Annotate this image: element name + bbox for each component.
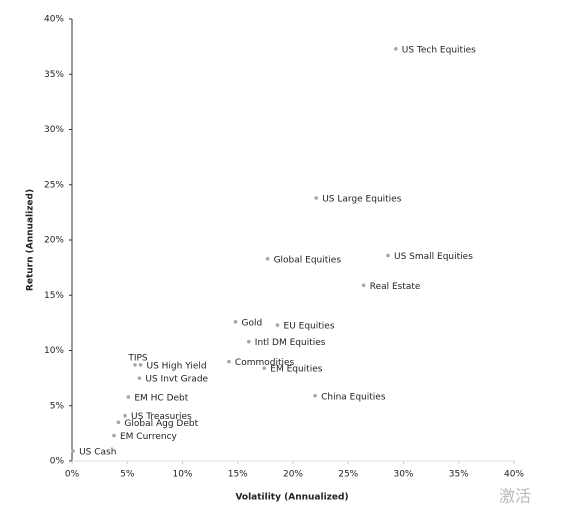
y-tick-label: 10% — [44, 346, 64, 356]
point-label: Gold — [242, 318, 263, 328]
point-label: Commodities — [235, 358, 295, 368]
point-label: US Large Equities — [322, 195, 402, 205]
x-tick-label: 30% — [393, 470, 413, 480]
point-label: EU Equities — [284, 322, 335, 332]
y-axis-title: Return (Annualized) — [26, 189, 36, 291]
point-label: EM HC Debt — [134, 393, 188, 403]
point-label: EM Equities — [270, 365, 322, 375]
point-label: Global Agg Debt — [124, 419, 198, 429]
point-label: US Small Equities — [394, 252, 473, 262]
point — [116, 420, 121, 425]
x-tick-label: 25% — [338, 470, 358, 480]
point — [314, 196, 319, 200]
point — [393, 47, 398, 51]
point — [123, 413, 127, 418]
point-label: China Equities — [321, 392, 386, 402]
point — [275, 323, 280, 327]
point — [71, 449, 75, 453]
x-tick-label: 5% — [120, 470, 135, 480]
point — [227, 359, 231, 364]
y-tick-label: 5% — [50, 401, 65, 411]
point — [265, 256, 270, 261]
y-tick-label: 30% — [44, 125, 64, 135]
x-tick-label: 0% — [65, 470, 80, 480]
point — [247, 339, 251, 344]
point-label: US Cash — [79, 448, 116, 458]
point-label: US Tech Equities — [402, 45, 476, 55]
watermark: 激活 — [499, 487, 531, 506]
point — [313, 394, 317, 398]
point-label: Intl DM Equities — [255, 338, 326, 348]
point — [233, 319, 238, 324]
x-tick-label: 10% — [172, 470, 192, 480]
point — [361, 283, 366, 288]
x-tick-label: 15% — [228, 470, 248, 480]
point-label: EM Currency — [120, 432, 178, 442]
point — [133, 363, 137, 367]
x-tick-label: 20% — [283, 470, 303, 480]
point — [126, 395, 131, 399]
point-label: US Invt Grade — [145, 375, 208, 385]
point — [112, 433, 116, 438]
y-tick-label: 35% — [44, 70, 64, 80]
x-tick-label: 40% — [504, 470, 524, 480]
point-label: TIPS — [127, 353, 148, 363]
point — [262, 366, 267, 370]
point-label: US Treasuries — [131, 412, 192, 422]
y-tick-label: 25% — [44, 180, 64, 190]
y-tick-label: 0% — [50, 457, 65, 467]
x-axis-title: Volatility (Annualized) — [235, 493, 348, 503]
point-label: US High Yield — [147, 361, 207, 371]
y-tick-label: 20% — [44, 236, 64, 246]
y-tick-label: 15% — [44, 291, 64, 301]
point — [137, 376, 142, 380]
point-label: Global Equities — [274, 255, 342, 265]
y-tick-label: 40% — [44, 15, 64, 25]
point — [386, 253, 390, 258]
point-label: Real Estate — [370, 282, 421, 292]
x-tick-label: 35% — [449, 470, 469, 480]
point — [138, 363, 143, 367]
